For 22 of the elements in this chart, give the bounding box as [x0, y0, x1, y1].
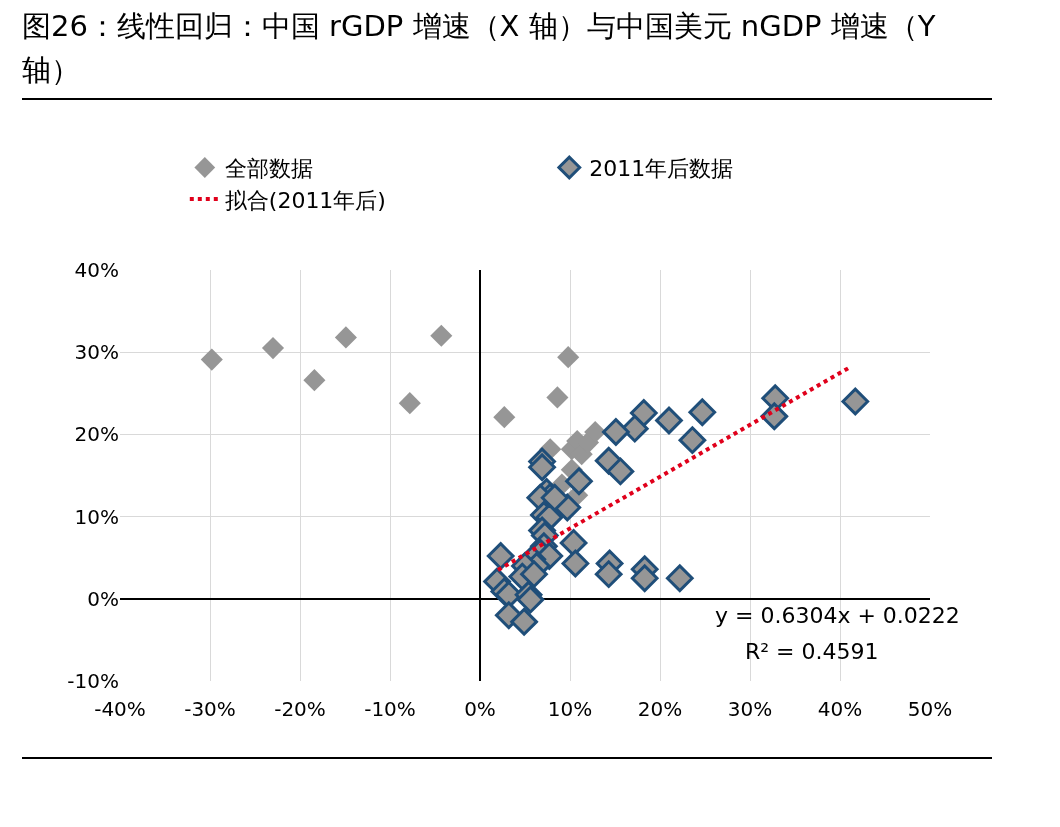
- x-tick-label: 10%: [547, 697, 593, 721]
- legend-label: 拟合(2011年后): [224, 187, 386, 213]
- x-tick-label: -20%: [274, 697, 326, 721]
- y-tick-label: 0%: [87, 586, 119, 611]
- annotation: y = 0.6304x + 0.0222: [715, 603, 960, 628]
- x-tick-label: 40%: [817, 697, 863, 721]
- y-tick-label: 20%: [74, 422, 119, 447]
- legend-label: 2011年后数据: [589, 156, 734, 182]
- x-tick-label: 30%: [727, 697, 773, 721]
- x-tick-label: 0%: [464, 697, 496, 721]
- x-tick-label: -30%: [184, 697, 236, 721]
- x-tick-label: -10%: [364, 697, 416, 721]
- y-tick-label: 30%: [74, 340, 119, 365]
- x-tick-label: 20%: [637, 697, 683, 721]
- annotation: R² = 0.4591: [745, 639, 879, 664]
- legend-label: 全部数据: [224, 156, 313, 182]
- y-tick-label: -10%: [67, 669, 119, 693]
- x-tick-label: -40%: [94, 697, 146, 721]
- y-tick-label: 10%: [74, 504, 119, 529]
- chart-title: 图26：线性回归：中国 rGDP 增速（X 轴）与中国美元 nGDP 增速（Y 轴）: [22, 4, 992, 100]
- x-tick-label: 50%: [907, 697, 953, 721]
- y-tick-label: 40%: [74, 258, 119, 282]
